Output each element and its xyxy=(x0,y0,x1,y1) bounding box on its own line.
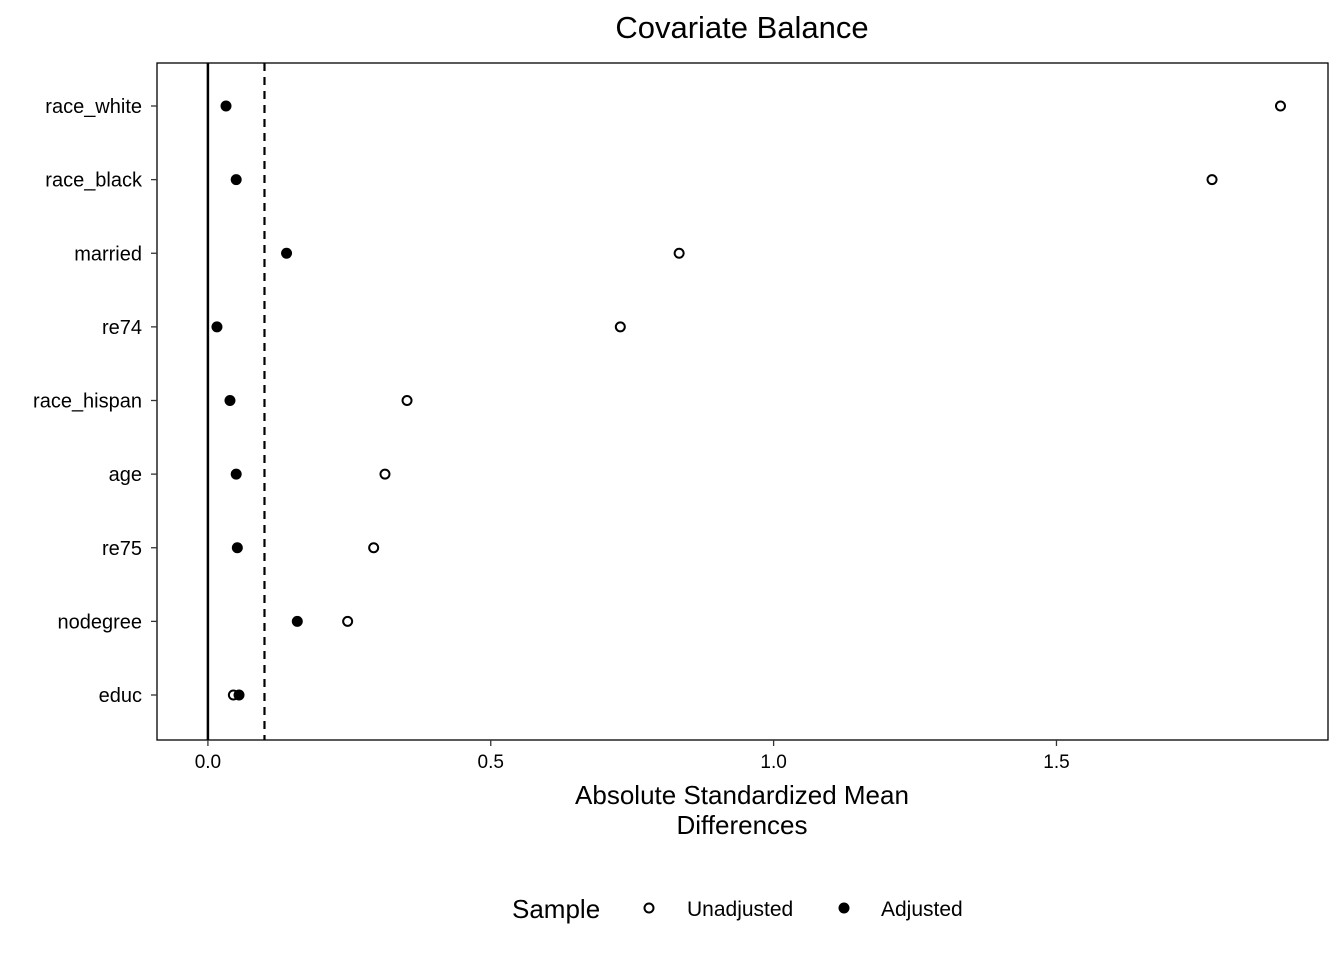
x-axis-label-line2: Differences xyxy=(676,810,807,840)
legend-unadjusted-marker xyxy=(643,902,655,914)
y-tick-label-race_black: race_black xyxy=(45,170,143,192)
x-axis-label-line1: Absolute Standardized Mean xyxy=(575,780,909,810)
y-tick-label-nodegree: nodegree xyxy=(57,611,142,633)
legend: Sample Unadjusted Adjusted xyxy=(512,894,963,924)
chart-title: Covariate Balance xyxy=(615,10,868,45)
unadjusted-point-nodegree xyxy=(342,615,354,627)
adjusted-point-nodegree xyxy=(291,615,303,627)
unadjusted-point-race_hispan xyxy=(401,395,413,406)
x-tick-label: 1.5 xyxy=(1043,752,1069,773)
y-tick-label-educ: educ xyxy=(99,685,142,707)
adjusted-point-age xyxy=(230,468,242,480)
adjusted-point-race_white xyxy=(220,100,232,112)
adjusted-point-re74 xyxy=(211,321,223,333)
y-tick-label-age: age xyxy=(109,464,142,486)
adjusted-point-educ xyxy=(233,689,245,701)
plot-panel xyxy=(156,62,1329,741)
adjusted-point-race_black xyxy=(230,174,242,186)
x-tick-label: 0.5 xyxy=(478,752,504,773)
adjusted-point-married xyxy=(281,247,293,259)
y-tick-label-married: married xyxy=(74,243,142,265)
unadjusted-point-re75 xyxy=(368,542,380,554)
x-tick-label: 1.0 xyxy=(760,752,786,773)
adjusted-point-re75 xyxy=(231,542,243,554)
legend-unadjusted-label: Unadjusted xyxy=(687,898,793,921)
unadjusted-point-re74 xyxy=(614,321,626,333)
x-tick-label: 0.0 xyxy=(195,752,221,773)
unadjusted-point-married xyxy=(673,247,685,259)
unadjusted-point-race_black xyxy=(1206,174,1218,186)
y-tick-label-race_hispan: race_hispan xyxy=(33,391,142,413)
y-tick-label-re74: re74 xyxy=(102,317,142,339)
adjusted-point-race_hispan xyxy=(224,395,236,406)
legend-title: Sample xyxy=(512,894,600,924)
unadjusted-point-age xyxy=(379,468,391,480)
y-tick-label-re75: re75 xyxy=(102,538,142,560)
legend-adjusted-label: Adjusted xyxy=(881,898,963,921)
y-tick-label-race_white: race_white xyxy=(45,96,142,118)
legend-adjusted-marker xyxy=(838,902,850,914)
unadjusted-point-race_white xyxy=(1274,100,1286,112)
